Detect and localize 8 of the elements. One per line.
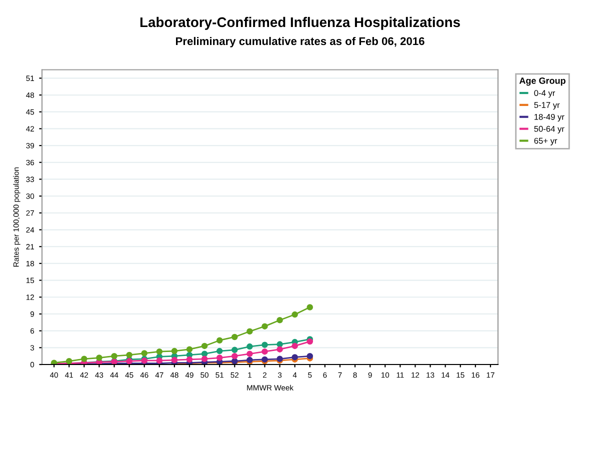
legend-label: 0-4 yr [534, 90, 556, 98]
legend-label: 65+ yr [534, 138, 558, 146]
chart-subtitle: Preliminary cumulative rates as of Feb 06, 2016 [176, 36, 424, 48]
legend-label: 5-17 yr [534, 102, 560, 110]
chart-title: Laboratory-Confirmed Influenza Hospitalizations [140, 16, 460, 30]
legend-label: 18-49 yr [534, 114, 564, 122]
legend-title: Age Group [519, 77, 566, 86]
legend-label: 50-64 yr [534, 126, 564, 134]
